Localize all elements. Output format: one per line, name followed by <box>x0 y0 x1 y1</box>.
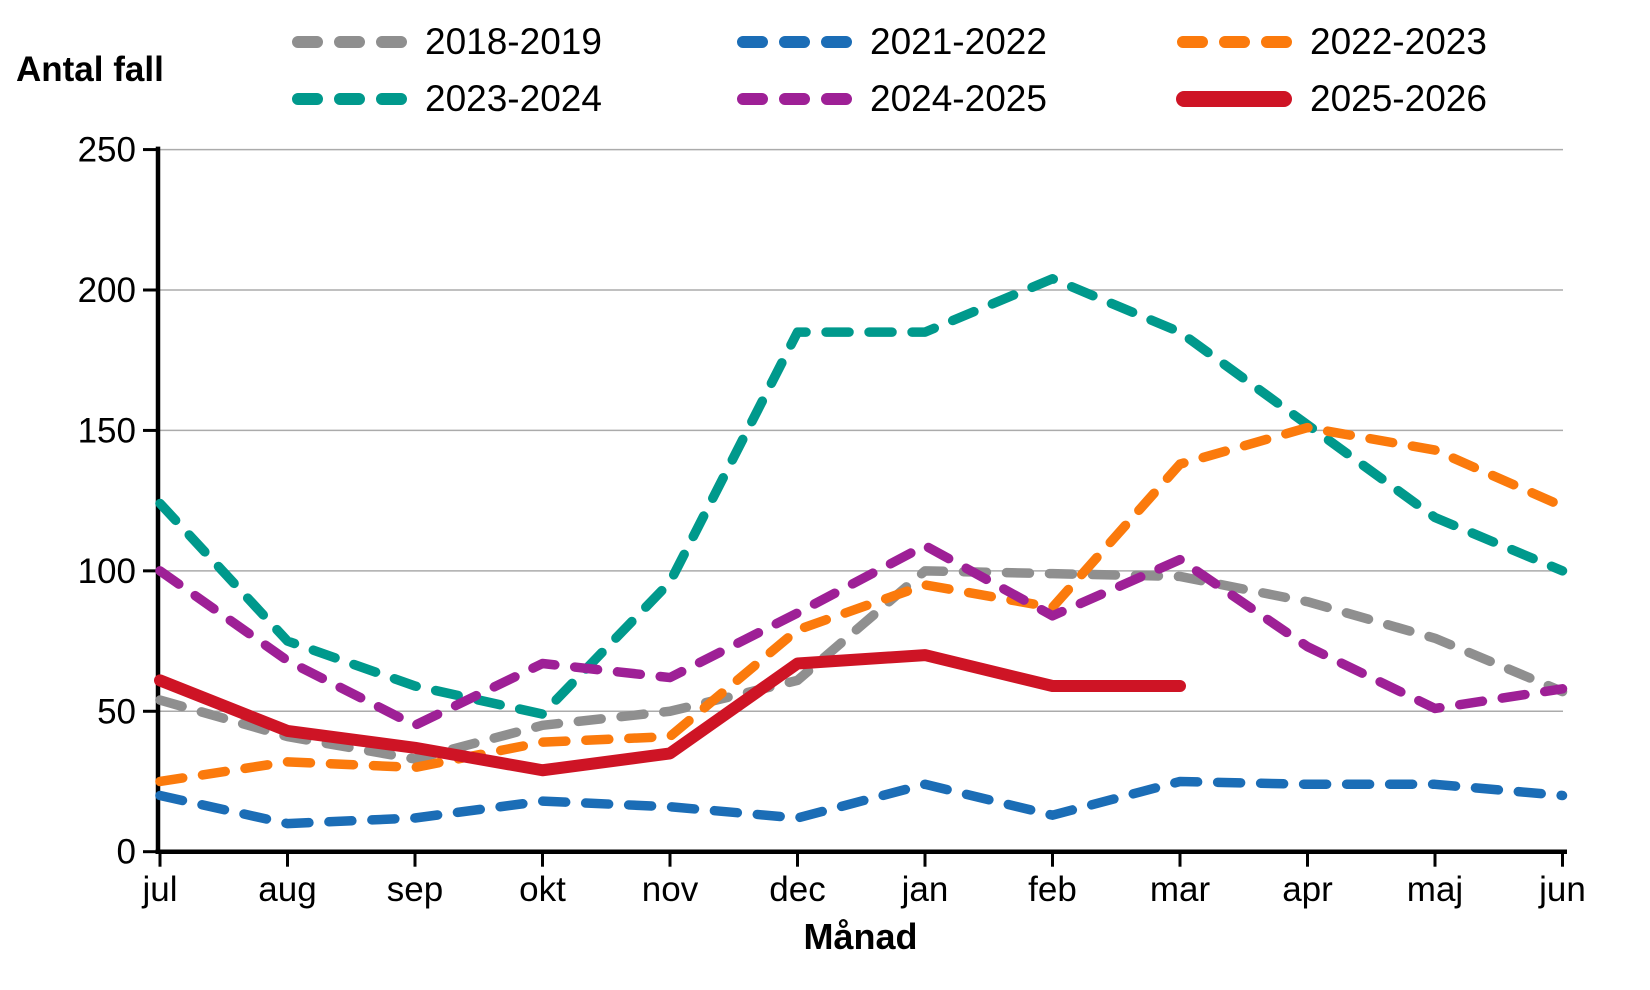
svg-text:50: 50 <box>97 692 136 731</box>
legend-label: 2018-2019 <box>425 21 602 62</box>
legend-item: 2024-2025 <box>735 77 1047 121</box>
legend-item: 2018-2019 <box>290 20 602 64</box>
svg-text:mar: mar <box>1150 870 1211 909</box>
svg-text:jul: jul <box>141 870 177 909</box>
legend-item: 2022-2023 <box>1175 20 1487 64</box>
svg-text:100: 100 <box>78 552 136 591</box>
svg-text:150: 150 <box>78 411 136 450</box>
svg-text:200: 200 <box>78 271 136 310</box>
svg-text:maj: maj <box>1407 870 1463 909</box>
legend-swatch-dashed <box>737 93 852 105</box>
svg-text:jan: jan <box>901 870 949 909</box>
legend-label: 2021-2022 <box>870 21 1047 62</box>
svg-text:aug: aug <box>258 870 316 909</box>
legend-swatch-dashed <box>737 36 852 48</box>
legend-item: 2021-2022 <box>735 20 1047 64</box>
legend-label: 2024-2025 <box>870 78 1047 119</box>
legend-label: 2022-2023 <box>1310 21 1487 62</box>
svg-text:nov: nov <box>642 870 699 909</box>
legend-swatch-dashed <box>1177 36 1292 48</box>
svg-text:okt: okt <box>519 870 566 909</box>
legend-swatch-dashed <box>292 36 407 48</box>
svg-text:feb: feb <box>1028 870 1077 909</box>
svg-text:apr: apr <box>1282 870 1333 909</box>
legend-swatch-solid <box>1176 91 1292 107</box>
x-axis-title: Månad <box>803 916 918 957</box>
legend-item: 2023-2024 <box>290 77 602 121</box>
svg-text:jun: jun <box>1538 870 1586 909</box>
legend-swatch-dashed <box>292 93 407 105</box>
legend-label: 2023-2024 <box>425 78 602 119</box>
svg-text:sep: sep <box>387 870 443 909</box>
y-axis-title: Antal fall <box>16 50 164 89</box>
svg-text:250: 250 <box>78 131 136 170</box>
svg-text:dec: dec <box>769 870 825 909</box>
svg-text:0: 0 <box>117 833 136 872</box>
legend-item: 2025-2026 <box>1175 77 1487 121</box>
legend-label: 2025-2026 <box>1310 78 1487 119</box>
